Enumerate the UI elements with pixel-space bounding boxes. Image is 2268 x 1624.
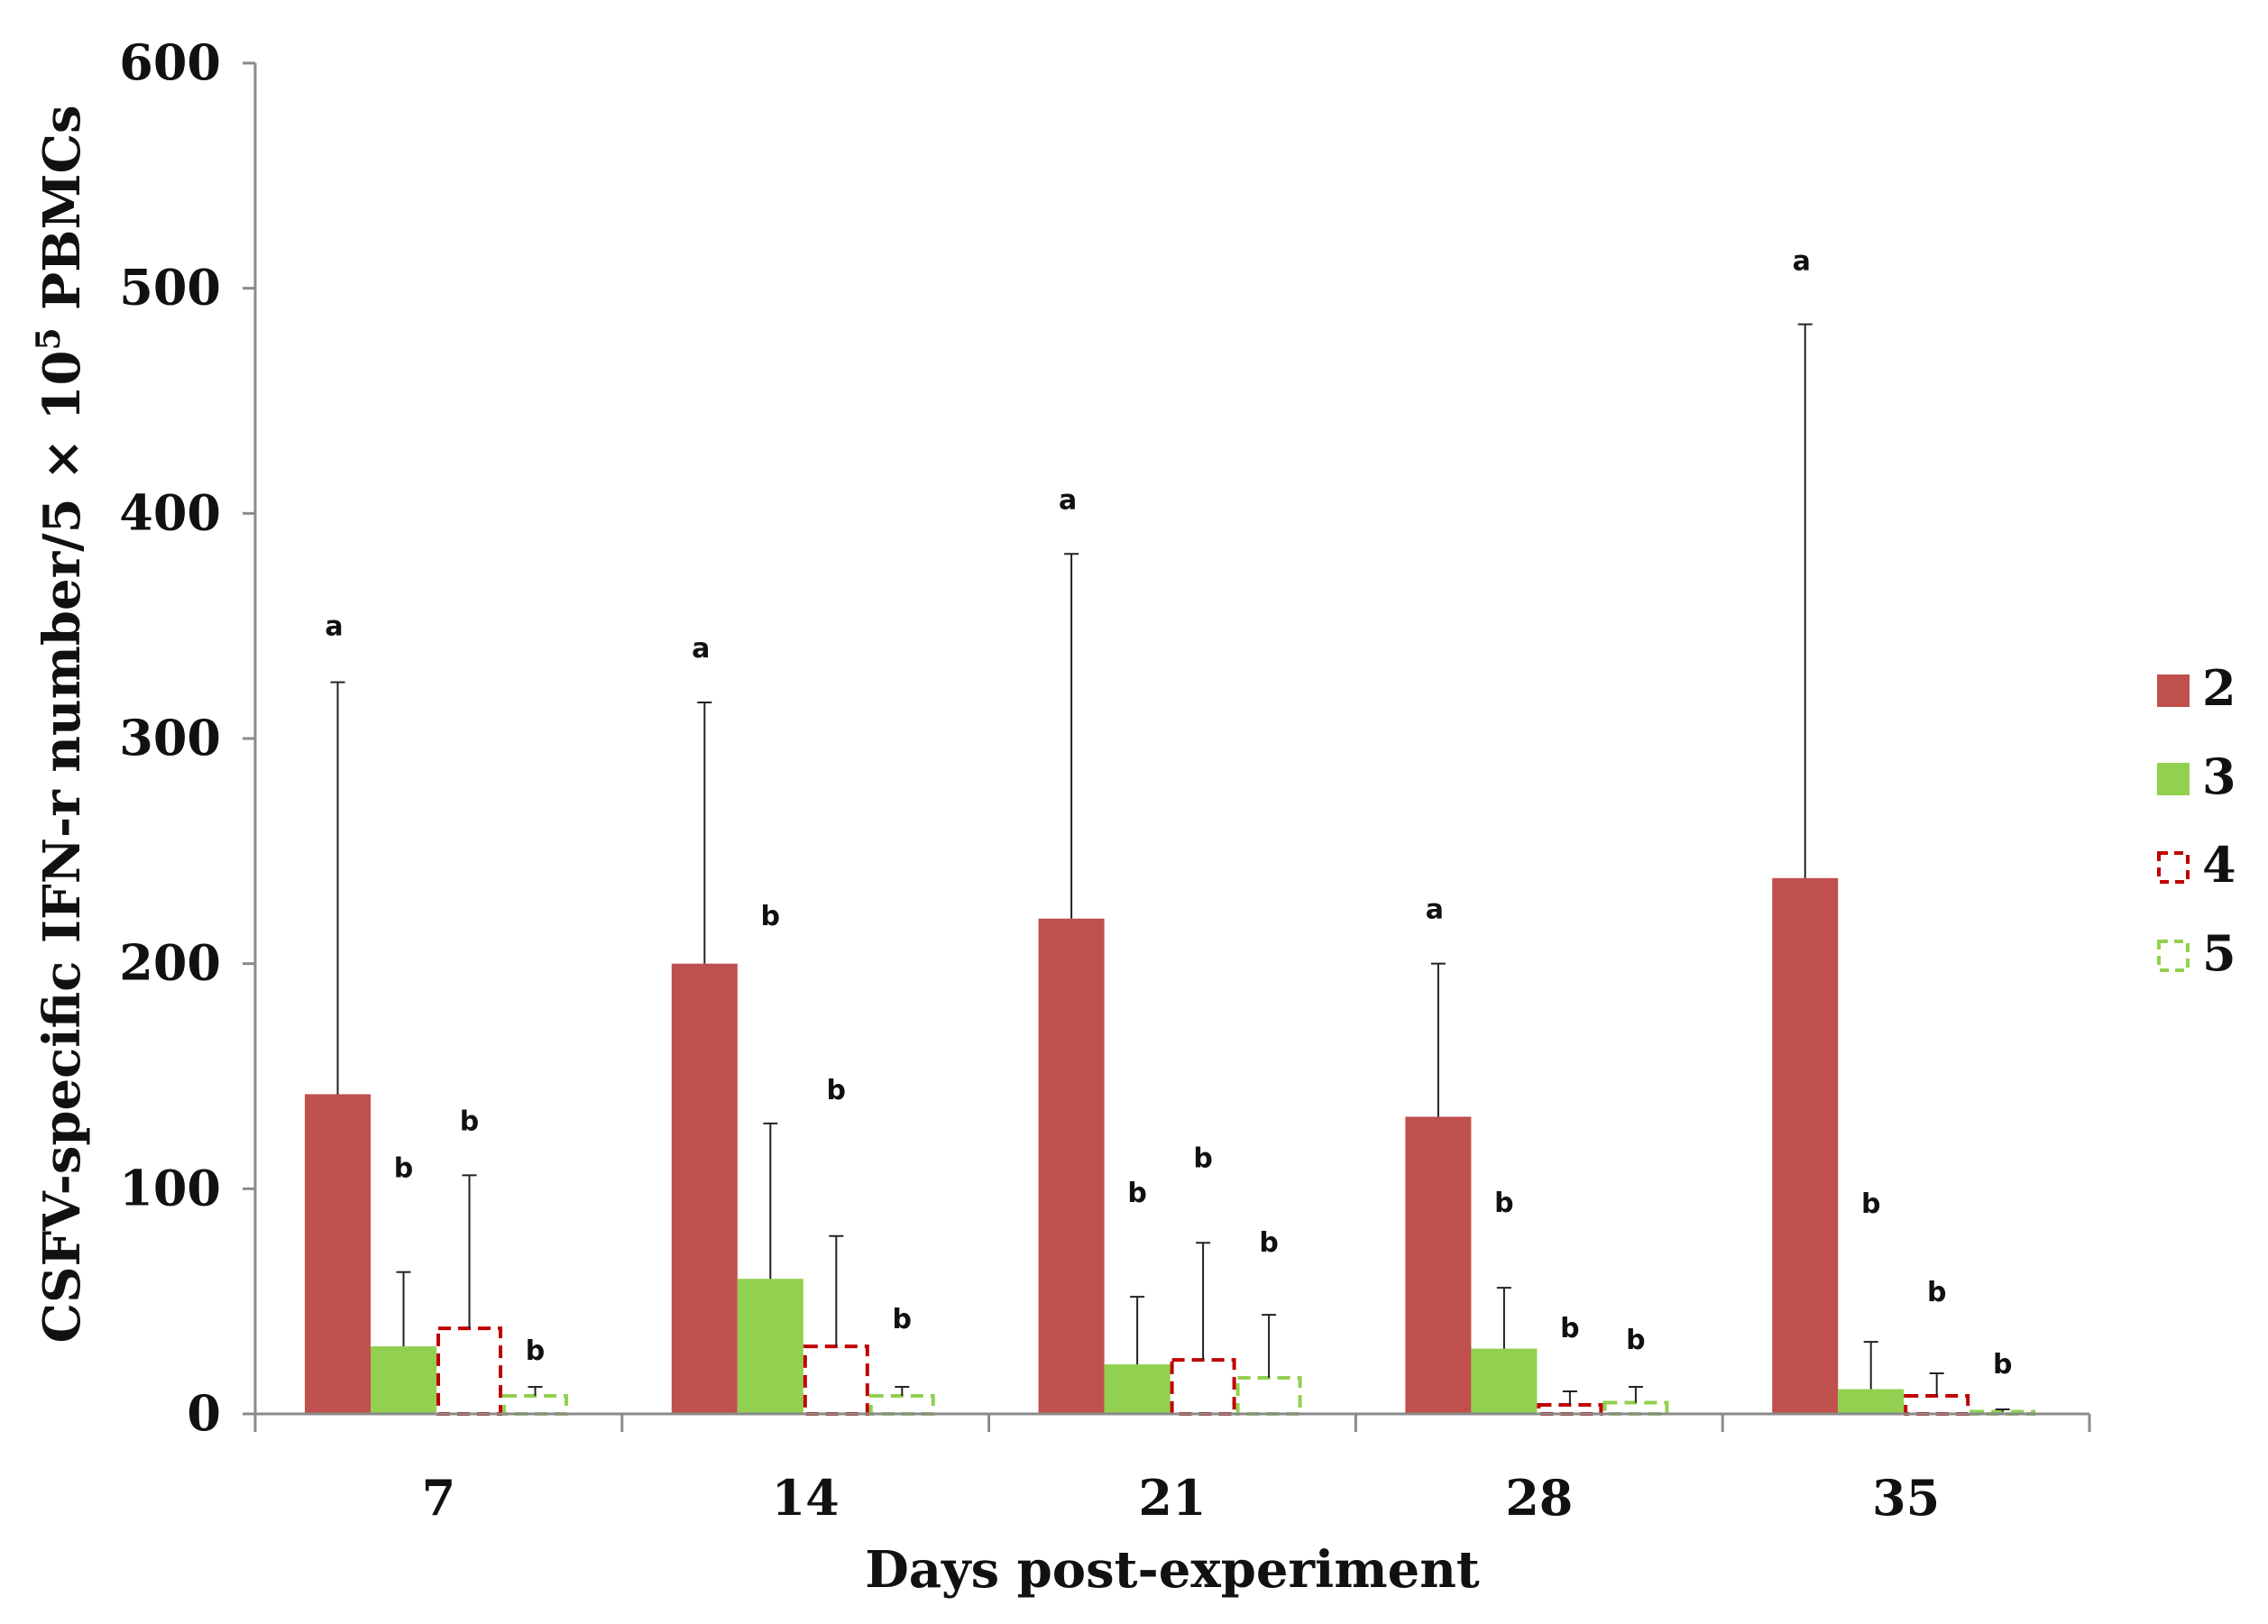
significance-letter: b	[893, 1304, 912, 1335]
bar-series-3	[1838, 1389, 1905, 1414]
error-bars	[330, 323, 2010, 1412]
x-tick-label: 7	[422, 1469, 456, 1527]
legend-swatch-5	[2157, 940, 2190, 972]
y-axis-title: CSFV-specific IFN-r number/5 × 105 PBMCs	[30, 105, 92, 1343]
significance-letter: b	[526, 1335, 545, 1367]
bar-series-2	[671, 963, 738, 1414]
y-tick-label: 500	[119, 259, 221, 317]
significance-letter: a	[1059, 484, 1077, 516]
significance-letter: a	[1793, 246, 1811, 278]
y-tick-label: 600	[119, 33, 221, 91]
bar-series-3	[1471, 1348, 1538, 1414]
y-tick-label: 200	[119, 934, 221, 992]
bar-series-5	[868, 1394, 935, 1416]
y-tick-label: 300	[119, 709, 221, 766]
significance-letter: b	[1861, 1188, 1880, 1220]
legend: 2 3 4 5	[2157, 659, 2236, 982]
x-tick-labels: 7 14 21 28 35	[422, 1469, 1941, 1527]
y-axis-title-tail: PBMCs	[32, 105, 92, 327]
significance-letter: b	[1193, 1142, 1212, 1174]
y-axis-title-exponent: 5	[30, 327, 68, 350]
significance-letters: a a a a a b b b b b b b b b b b b b b b	[325, 246, 2012, 1381]
bar-series-2	[1405, 1116, 1472, 1414]
y-axis-ticks: 0 100 200 300 400 500 600	[119, 33, 255, 1442]
significance-letter: a	[1426, 895, 1444, 926]
significance-letter: b	[1993, 1349, 2012, 1381]
significance-letter: b	[1626, 1325, 1645, 1356]
legend-swatch-4	[2157, 851, 2190, 884]
x-tick-label: 21	[1138, 1469, 1206, 1527]
significance-letter: b	[1259, 1227, 1278, 1259]
legend-label-2: 2	[2202, 659, 2236, 717]
x-tick-label: 14	[772, 1469, 840, 1527]
bar-series-4	[1170, 1358, 1236, 1416]
significance-letter: b	[1494, 1188, 1513, 1219]
x-tick-label: 28	[1505, 1469, 1573, 1527]
bar-series-4	[436, 1326, 502, 1417]
y-tick-label: 100	[119, 1159, 221, 1216]
significance-letter: b	[460, 1106, 479, 1137]
bar-series-3	[737, 1279, 803, 1414]
bar-series-5	[1235, 1376, 1302, 1417]
bar-series-3	[371, 1346, 436, 1414]
legend-label-5: 5	[2202, 924, 2236, 982]
axes	[253, 63, 2091, 1432]
legend-swatch-3	[2157, 763, 2190, 795]
bar-series-2	[305, 1094, 371, 1414]
y-tick-label: 0	[187, 1384, 221, 1442]
bar-series-2	[1772, 877, 1839, 1414]
significance-letter: b	[827, 1075, 846, 1106]
x-tick-label: 35	[1872, 1469, 1940, 1527]
bar-series-2	[1038, 918, 1105, 1414]
significance-letter: a	[692, 633, 710, 665]
significance-letter: b	[1927, 1277, 1946, 1308]
significance-letter: b	[1127, 1178, 1146, 1209]
legend-label-3: 3	[2202, 748, 2236, 805]
significance-letter: b	[394, 1153, 413, 1185]
y-tick-label: 400	[119, 483, 221, 541]
bar-series-5	[502, 1394, 568, 1416]
bar-series-5	[1602, 1400, 1669, 1417]
bar-series-3	[1104, 1364, 1171, 1414]
bar-series-4	[1904, 1394, 1970, 1416]
significance-letter: a	[325, 611, 343, 643]
x-axis-title: Days post-experiment	[865, 1540, 1480, 1600]
bars	[305, 877, 2036, 1417]
significance-letter: b	[1560, 1313, 1579, 1344]
legend-swatch-2	[2157, 674, 2190, 707]
y-axis-title-main: CSFV-specific IFN-r number/5 × 10	[32, 351, 92, 1344]
bar-series-4	[803, 1344, 869, 1416]
legend-label-4: 4	[2202, 836, 2236, 894]
significance-letter: b	[761, 901, 780, 932]
